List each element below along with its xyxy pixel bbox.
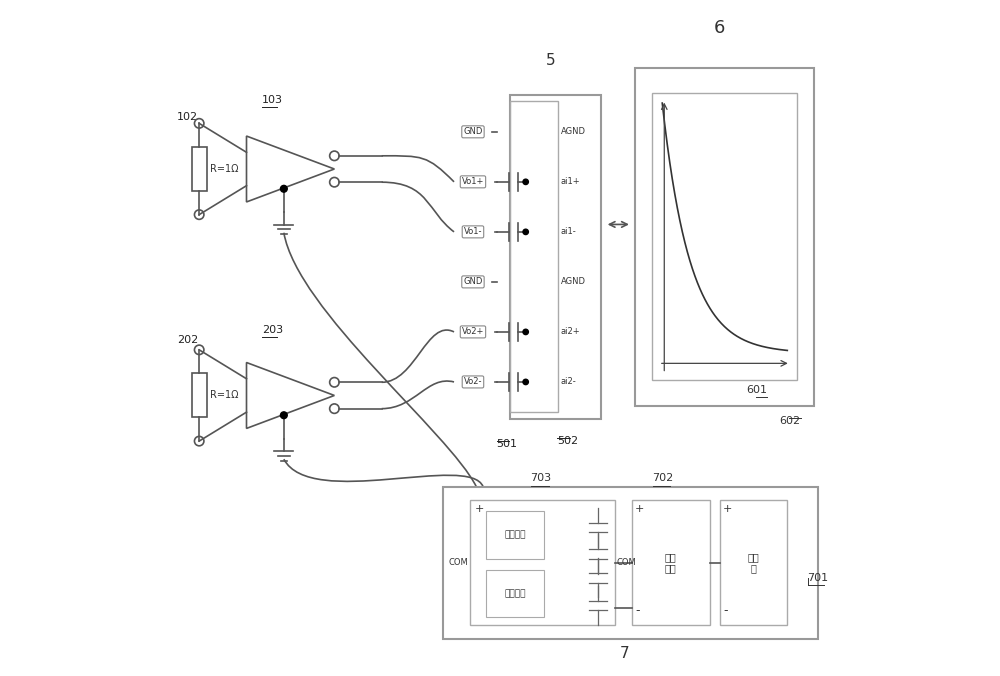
Text: +: + — [723, 504, 732, 514]
Text: 7: 7 — [620, 646, 630, 661]
Bar — [486, 570, 544, 617]
Bar — [443, 487, 818, 639]
Text: 6: 6 — [714, 19, 725, 37]
Circle shape — [523, 329, 528, 335]
Text: GND: GND — [463, 127, 483, 137]
Text: R=1Ω: R=1Ω — [210, 391, 238, 400]
Text: 103: 103 — [262, 95, 283, 105]
Text: -: - — [635, 604, 640, 617]
Text: Vo1-: Vo1- — [464, 227, 482, 237]
Text: 102: 102 — [177, 112, 198, 122]
Text: 702: 702 — [652, 473, 673, 483]
Circle shape — [523, 229, 528, 235]
Text: 701: 701 — [808, 573, 829, 583]
Bar — [652, 93, 797, 380]
Text: 502: 502 — [557, 436, 579, 446]
Text: 线性稳压: 线性稳压 — [504, 589, 526, 598]
Text: ai2+: ai2+ — [561, 327, 581, 337]
Text: 703: 703 — [530, 473, 551, 483]
Text: 开关
变换: 开关 变换 — [665, 552, 677, 573]
Bar — [470, 500, 615, 625]
Circle shape — [523, 179, 528, 185]
Bar — [486, 512, 544, 559]
Text: 602: 602 — [780, 416, 801, 426]
Text: Vo2+: Vo2+ — [462, 327, 484, 337]
Text: Vo2-: Vo2- — [464, 377, 482, 387]
Bar — [635, 68, 814, 406]
Text: 锂电
池: 锂电 池 — [748, 552, 759, 573]
Bar — [510, 101, 558, 412]
Bar — [192, 373, 207, 417]
Text: ai2-: ai2- — [561, 377, 577, 387]
Text: 202: 202 — [177, 335, 198, 345]
Text: COM: COM — [616, 558, 636, 567]
Bar — [720, 500, 787, 625]
Text: ai1-: ai1- — [561, 227, 577, 237]
Circle shape — [280, 185, 287, 192]
Text: 线性稳压: 线性稳压 — [504, 531, 526, 539]
Text: 203: 203 — [262, 324, 283, 335]
Text: 601: 601 — [746, 385, 767, 395]
Text: AGND: AGND — [561, 277, 586, 287]
Text: -: - — [723, 604, 728, 617]
Bar — [192, 147, 207, 191]
Text: 501: 501 — [497, 439, 518, 450]
Text: ai1+: ai1+ — [561, 177, 581, 187]
Text: 5: 5 — [546, 53, 556, 68]
Circle shape — [523, 379, 528, 385]
Bar — [632, 500, 710, 625]
Text: AGND: AGND — [561, 127, 586, 137]
Text: R=1Ω: R=1Ω — [210, 164, 238, 174]
Circle shape — [280, 412, 287, 418]
Bar — [510, 95, 601, 419]
Text: GND: GND — [463, 277, 483, 287]
Text: +: + — [635, 504, 645, 514]
Text: COM: COM — [448, 558, 468, 567]
Text: Vo1+: Vo1+ — [462, 177, 484, 187]
Text: +: + — [475, 504, 484, 514]
